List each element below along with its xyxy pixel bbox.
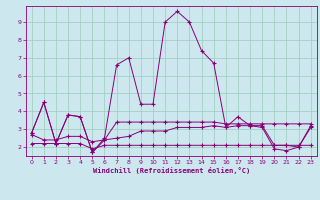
X-axis label: Windchill (Refroidissement éolien,°C): Windchill (Refroidissement éolien,°C) <box>92 167 250 174</box>
